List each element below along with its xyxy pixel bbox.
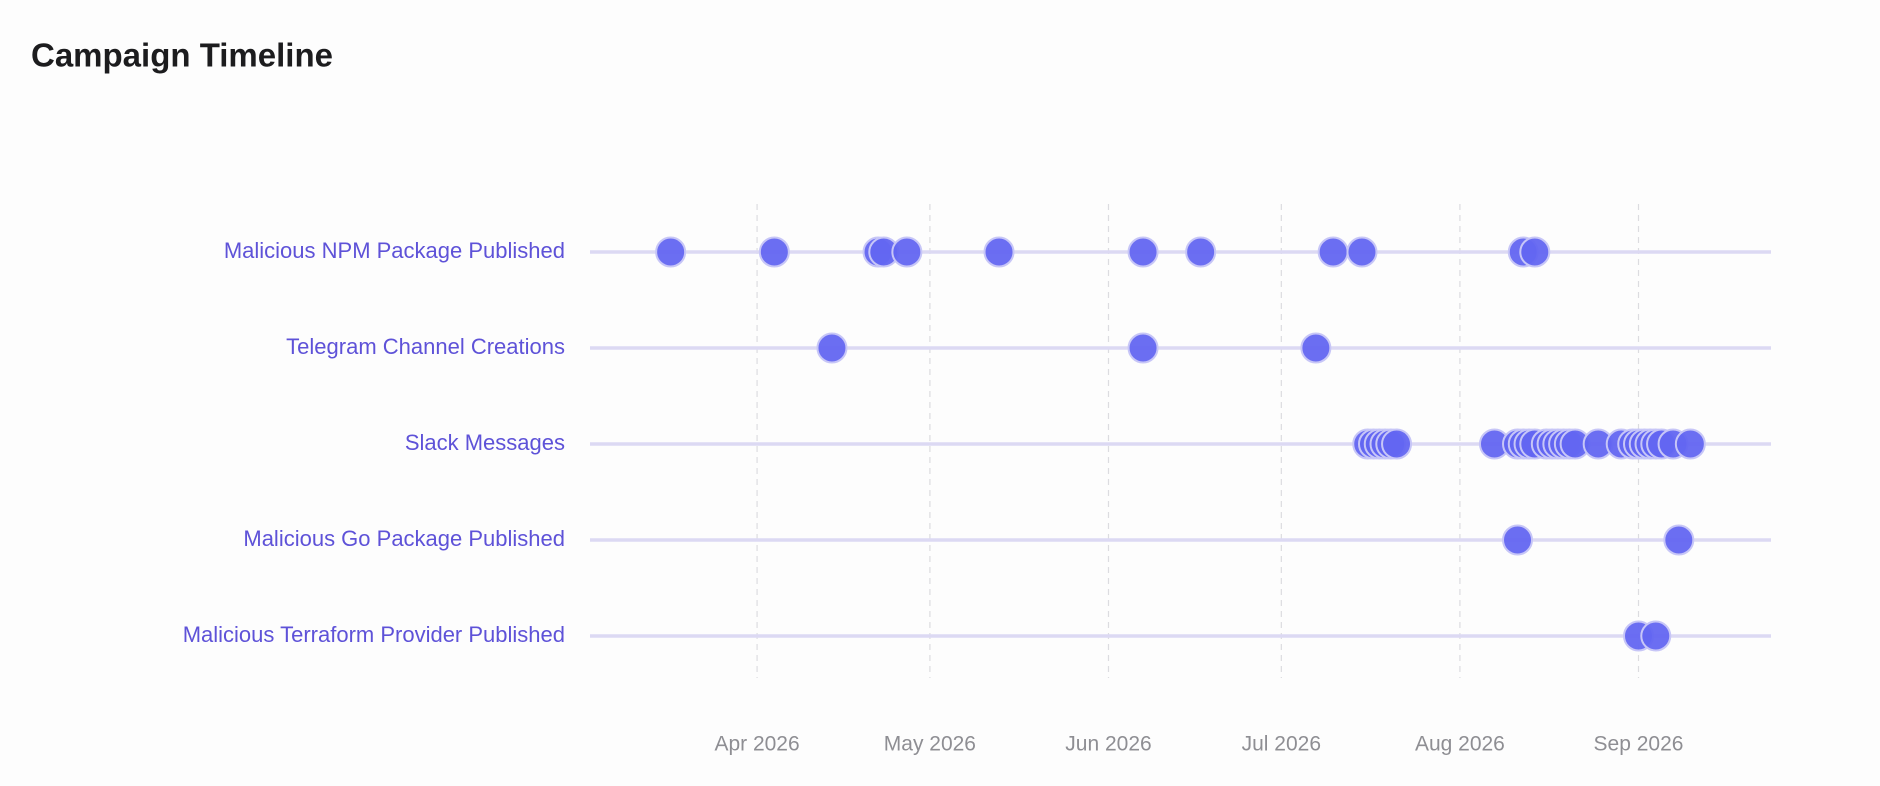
event-dot (1185, 236, 1217, 268)
event-dot (1674, 428, 1706, 460)
chart-title: Campaign Timeline (31, 37, 333, 74)
row-label: Malicious Go Package Published (243, 526, 565, 551)
event-dot (1317, 236, 1349, 268)
event-dot (1640, 620, 1672, 652)
x-tick-label: May 2026 (884, 733, 976, 756)
event-dot (891, 236, 923, 268)
row-label: Slack Messages (405, 430, 565, 455)
event-dot (1519, 236, 1551, 268)
event-dot (816, 332, 848, 364)
x-tick-label: Aug 2026 (1415, 733, 1505, 756)
event-dot (1381, 428, 1413, 460)
row-label: Telegram Channel Creations (286, 334, 565, 359)
x-tick-label: Jul 2026 (1242, 733, 1321, 756)
event-dot (1300, 332, 1332, 364)
event-dot (983, 236, 1015, 268)
event-dot (1502, 524, 1534, 556)
row-label: Malicious NPM Package Published (224, 238, 565, 263)
x-tick-label: Sep 2026 (1594, 733, 1684, 756)
event-dot (1127, 236, 1159, 268)
event-dot (1663, 524, 1695, 556)
row-label: Malicious Terraform Provider Published (183, 622, 565, 647)
event-dot (1127, 332, 1159, 364)
event-dot (1346, 236, 1378, 268)
event-dot (758, 236, 790, 268)
x-tick-label: Jun 2026 (1065, 733, 1151, 756)
x-tick-label: Apr 2026 (714, 733, 799, 756)
event-dot (655, 236, 687, 268)
